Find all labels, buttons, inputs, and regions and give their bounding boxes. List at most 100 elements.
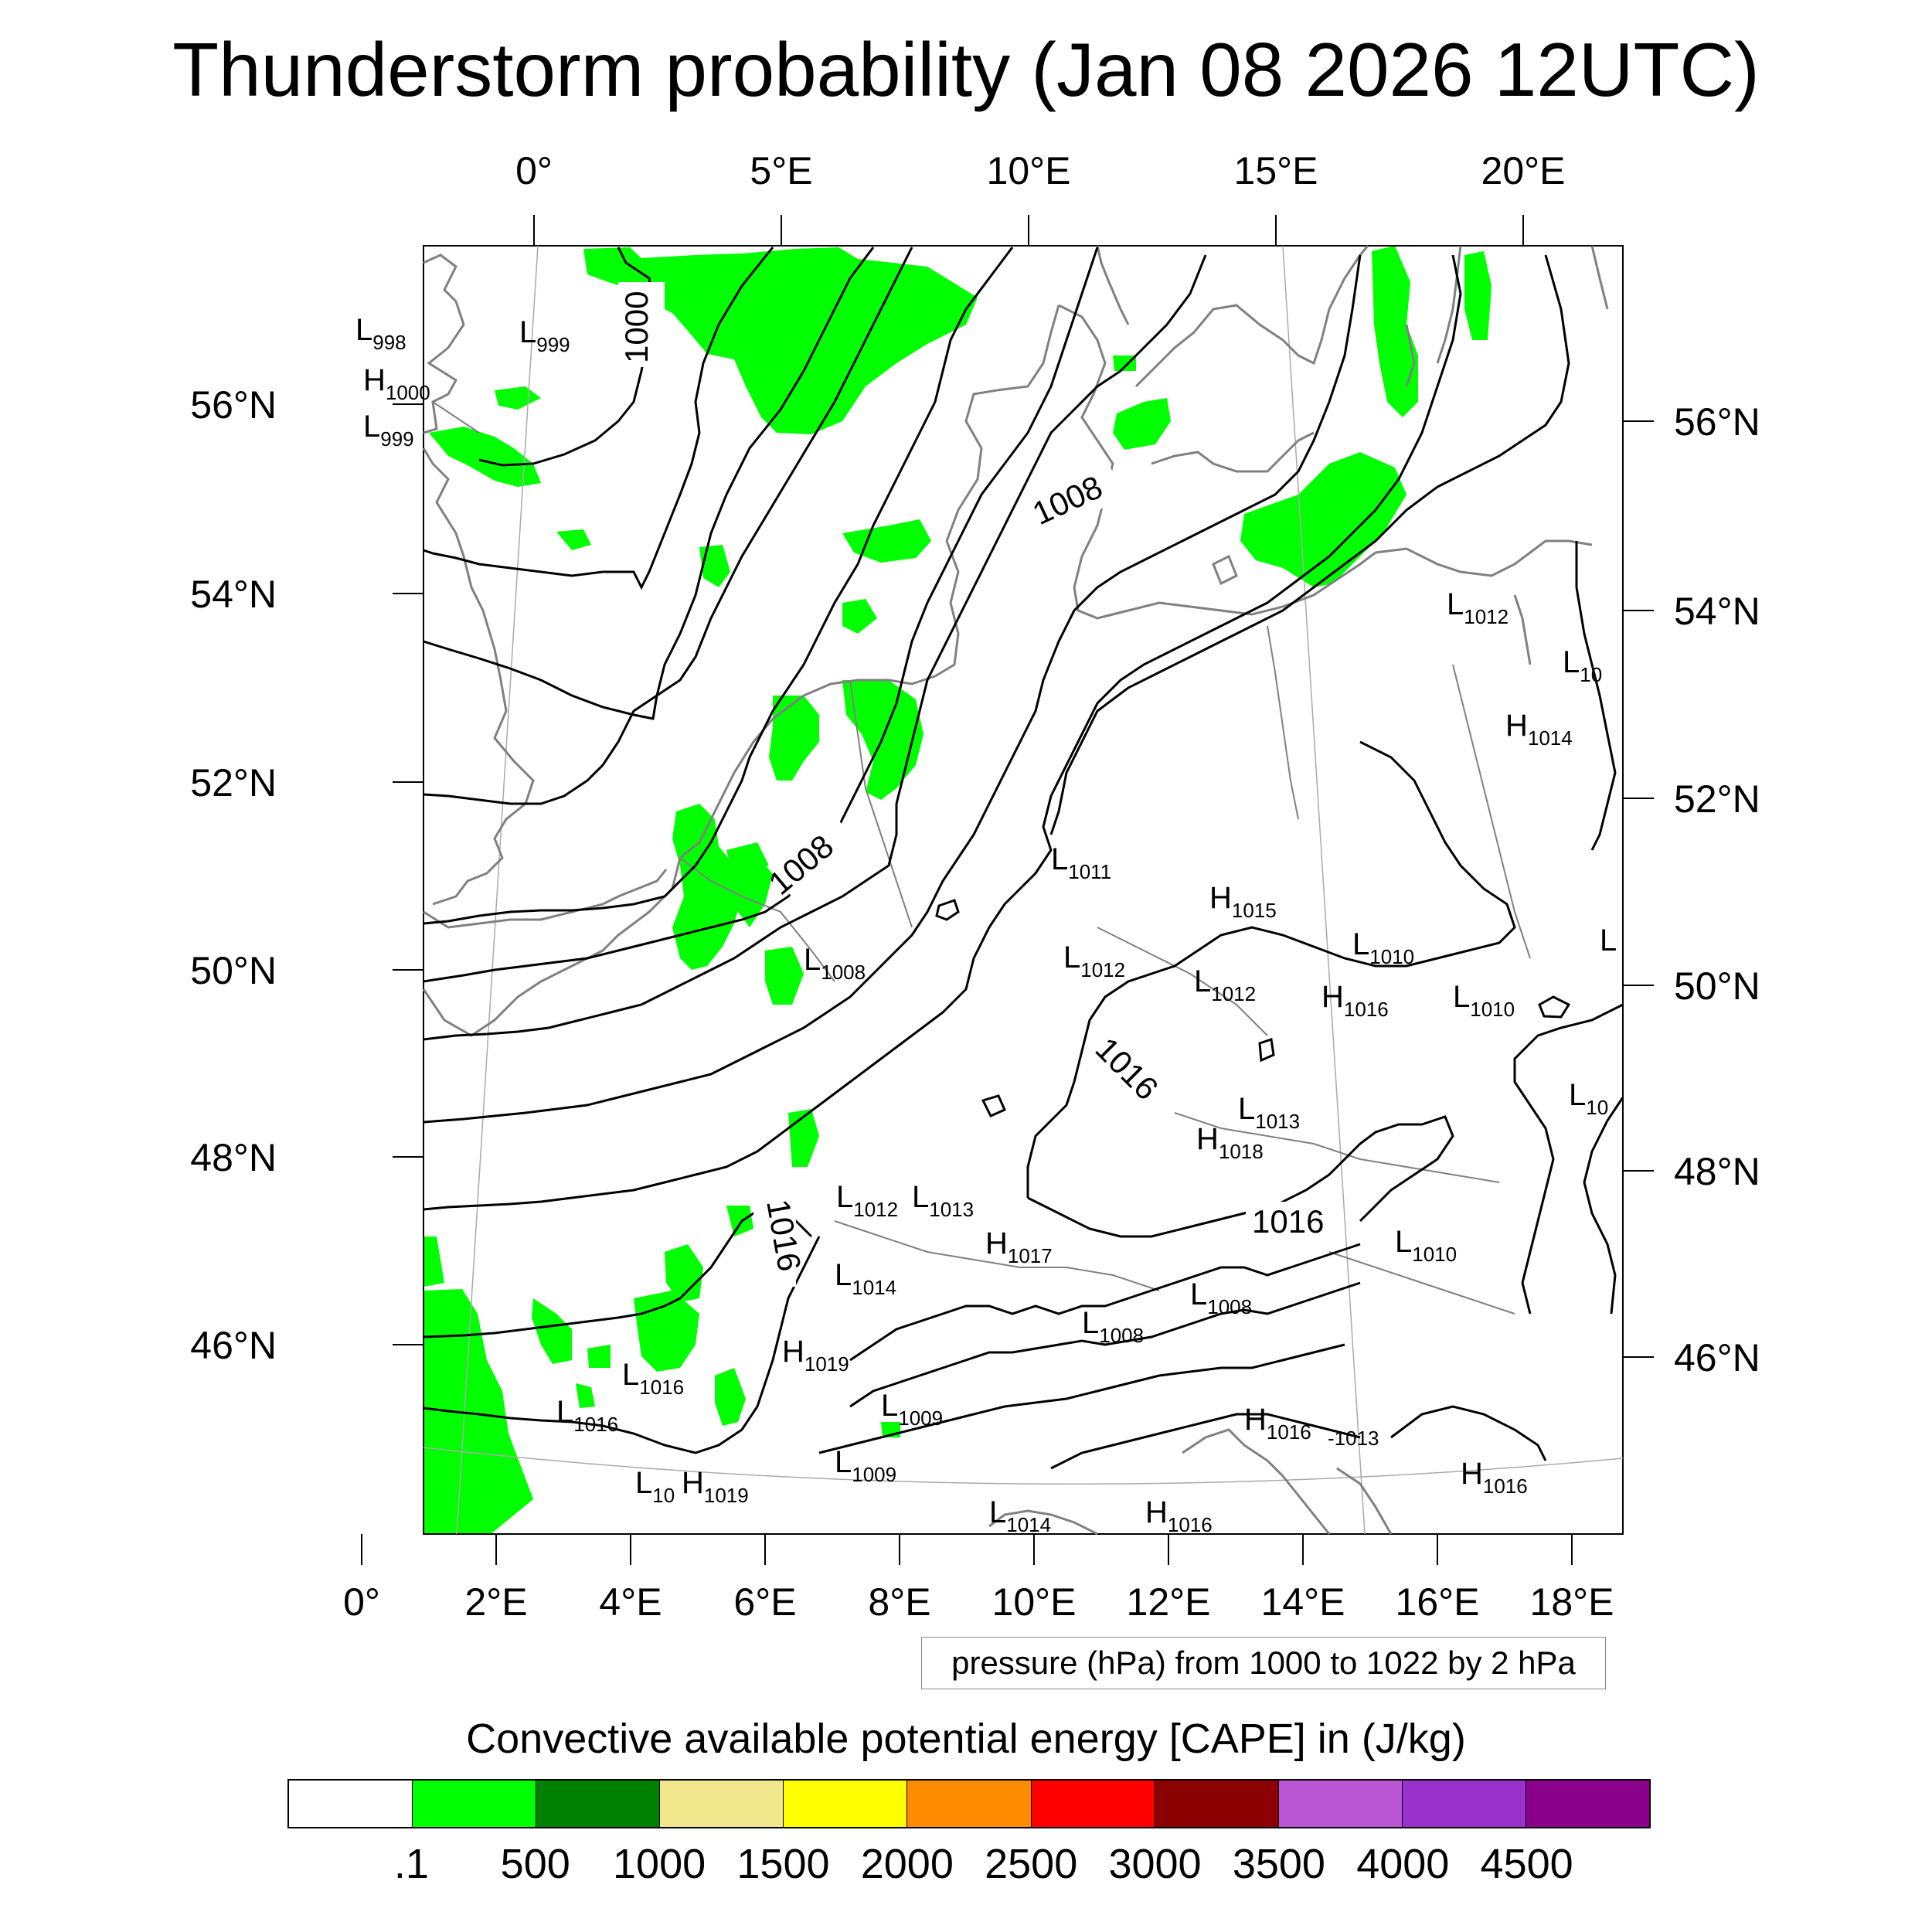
pressure-system-label: L999 — [363, 410, 414, 451]
coast-gotland — [1405, 324, 1416, 387]
contour-label-1016-alps: 1016 — [1252, 1203, 1324, 1240]
border-poland-east — [1452, 664, 1531, 959]
colorbar-swatch — [783, 1781, 907, 1827]
isobar-small-loop-1 — [935, 899, 960, 921]
coast-lithuania — [1513, 594, 1532, 665]
left-lat-label: 48°N — [190, 1136, 277, 1179]
coast-finland — [1590, 245, 1609, 310]
isobar-1016-central — [1026, 740, 1516, 1198]
cape-area-dutch-coast — [699, 545, 730, 587]
bottom-lon-label: 6°E — [733, 1580, 796, 1624]
top-lon-label: 20°E — [1481, 149, 1566, 192]
colorbar-label: 3500 — [1232, 1841, 1325, 1887]
cape-fill-areas — [423, 246, 1492, 1534]
colorbar-label: 2000 — [860, 1841, 954, 1887]
cape-area-benelux-2 — [769, 696, 819, 781]
isobar-east-ridge — [1575, 541, 1617, 851]
pressure-system-label: H1017 — [985, 1226, 1053, 1267]
border-slovakia — [1359, 1158, 1500, 1183]
pressure-system-label: L998 — [355, 313, 406, 354]
isobar-1008-east — [423, 247, 1099, 983]
isobar-1006 — [423, 247, 913, 805]
cape-area-small-2 — [556, 529, 591, 550]
right-lat-label: 46°N — [1674, 1336, 1760, 1379]
cape-area-vosges — [726, 1206, 753, 1236]
isobar-1000 — [478, 247, 655, 467]
pressure-system-label: L — [1600, 923, 1617, 957]
isobar-1004 — [423, 247, 875, 720]
isobar-alps-3 — [818, 1343, 1345, 1454]
colorbar-label: 500 — [500, 1841, 570, 1887]
coast-scotland-east — [423, 253, 465, 434]
coast-norway — [1096, 245, 1130, 325]
bottom-lon-label: 2°E — [464, 1580, 527, 1624]
colorbar-label: 3000 — [1108, 1841, 1202, 1887]
left-lat-label: 54°N — [190, 573, 277, 616]
coast-adriatic — [1182, 1428, 1331, 1535]
top-lon-label: 15°E — [1234, 149, 1318, 192]
meridian-15e — [1282, 245, 1366, 1535]
border-germany-poland — [1267, 625, 1299, 820]
isobar-1016-south — [1027, 1115, 1454, 1238]
colorbar — [287, 1779, 1651, 1828]
pressure-system-label: L1013 — [912, 1180, 974, 1221]
pressure-system-label: L1008 — [1082, 1306, 1144, 1347]
colorbar-label: 1500 — [736, 1841, 830, 1887]
border-scotland-england — [432, 401, 480, 434]
coast-sweden-south — [1151, 431, 1315, 473]
bottom-lon-label: 4°E — [599, 1580, 662, 1624]
border-france-benelux — [679, 857, 835, 982]
pressure-system-label: L1011 — [1051, 842, 1111, 883]
isobar-1014-north — [423, 254, 1462, 1211]
pressure-system-label: L1010 — [1352, 927, 1414, 968]
cape-area-sweden-1 — [1372, 246, 1418, 417]
cape-area-rhone — [715, 1368, 746, 1426]
map-title: Thunderstorm probability (Jan 08 2026 12… — [172, 27, 1760, 112]
bottom-lon-label: 18°E — [1530, 1580, 1614, 1624]
isobar-east-2 — [1513, 1003, 1624, 1315]
right-lat-label: 48°N — [1674, 1150, 1760, 1193]
bottom-lon-label: 10°E — [992, 1580, 1077, 1624]
coast-gulf-riga — [1436, 245, 1462, 364]
colorbar-label: .1 — [393, 1841, 429, 1887]
contour-labels: 1000 1008 1008 1016 1016 1016 — [618, 282, 1331, 1287]
map-frame — [423, 245, 1624, 1535]
coast-france-north — [422, 857, 682, 1037]
borders — [432, 401, 1531, 1315]
border-alps — [834, 1220, 1160, 1291]
coast-england-east — [422, 447, 535, 906]
cape-area-jura — [665, 1244, 703, 1302]
contour-label-bg-1008a — [1031, 463, 1125, 534]
cape-area-burgundy — [634, 1291, 699, 1372]
colorbar-label: 2500 — [985, 1841, 1078, 1887]
isobar-1018 — [423, 1236, 821, 1454]
cape-area-baltic — [1240, 452, 1406, 587]
pressure-system-label: L1016 — [622, 1358, 684, 1399]
isobar-south-east — [1390, 1405, 1547, 1461]
map-border — [423, 245, 1624, 1535]
cape-area-sweden-2 — [1464, 251, 1492, 340]
isobar-east-3 — [1583, 1097, 1624, 1315]
right-lat-label: 56°N — [1674, 400, 1760, 444]
pressure-system-label: L1008 — [804, 943, 866, 984]
right-lat-label: 52°N — [1674, 777, 1760, 821]
graticule — [423, 245, 1624, 1535]
isobar-alps-2 — [849, 1281, 1361, 1408]
left-latitude-labels: 56°N 54°N 52°N 50°N 48°N 46°N — [190, 383, 277, 1367]
left-lat-label: 52°N — [190, 761, 277, 804]
parallel-45n — [423, 1447, 1624, 1485]
contour-label-bg-1016a — [1088, 1022, 1176, 1111]
isobar-small-loop-4 — [1538, 995, 1571, 1019]
coast-baltic-east — [1375, 539, 1593, 577]
pressure-system-label: H1000 — [363, 363, 430, 404]
colorbar-swatch — [289, 1781, 413, 1827]
meridian-0 — [456, 245, 539, 1535]
colorbar-label: 4000 — [1356, 1841, 1450, 1887]
isobar-small-loop-3 — [1258, 1038, 1275, 1063]
coast-baltic-islands — [1212, 554, 1238, 586]
cape-area-massif-spot — [587, 1345, 611, 1368]
coast-benelux — [679, 675, 936, 859]
cape-area-belgium — [672, 804, 742, 970]
colorbar-swatch — [536, 1781, 660, 1827]
